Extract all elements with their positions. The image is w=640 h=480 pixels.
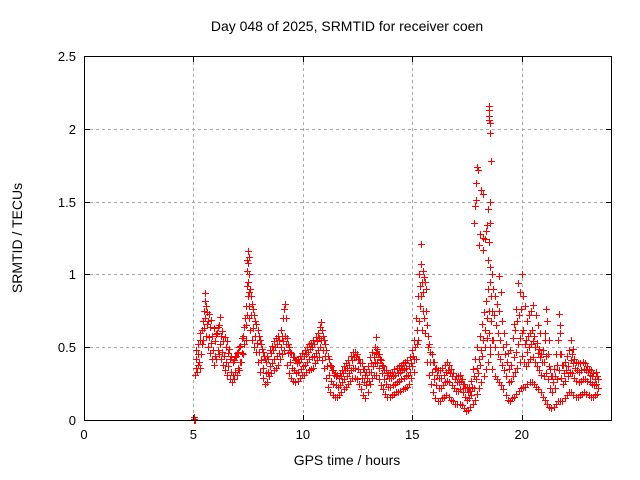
chart-title: Day 048 of 2025, SRMTID for receiver coe… [210, 18, 484, 34]
x-axis-label: GPS time / hours [293, 452, 401, 468]
x-tick-label: 0 [80, 427, 88, 442]
y-tick-label: 2 [68, 121, 76, 137]
x-tick-label: 15 [405, 427, 420, 442]
y-tick-label: 1 [68, 267, 76, 283]
y-tick-label: 0 [68, 413, 76, 428]
x-tick-label: 5 [189, 427, 198, 442]
plot-border [84, 56, 612, 421]
scatter-points [191, 103, 602, 424]
y-tick-label: 2.5 [57, 49, 76, 64]
x-tick-label: 20 [514, 427, 529, 442]
x-tick-label: 10 [295, 427, 311, 442]
y-tick-label: 1.5 [57, 194, 76, 210]
y-tick-label: 0.5 [57, 340, 76, 356]
